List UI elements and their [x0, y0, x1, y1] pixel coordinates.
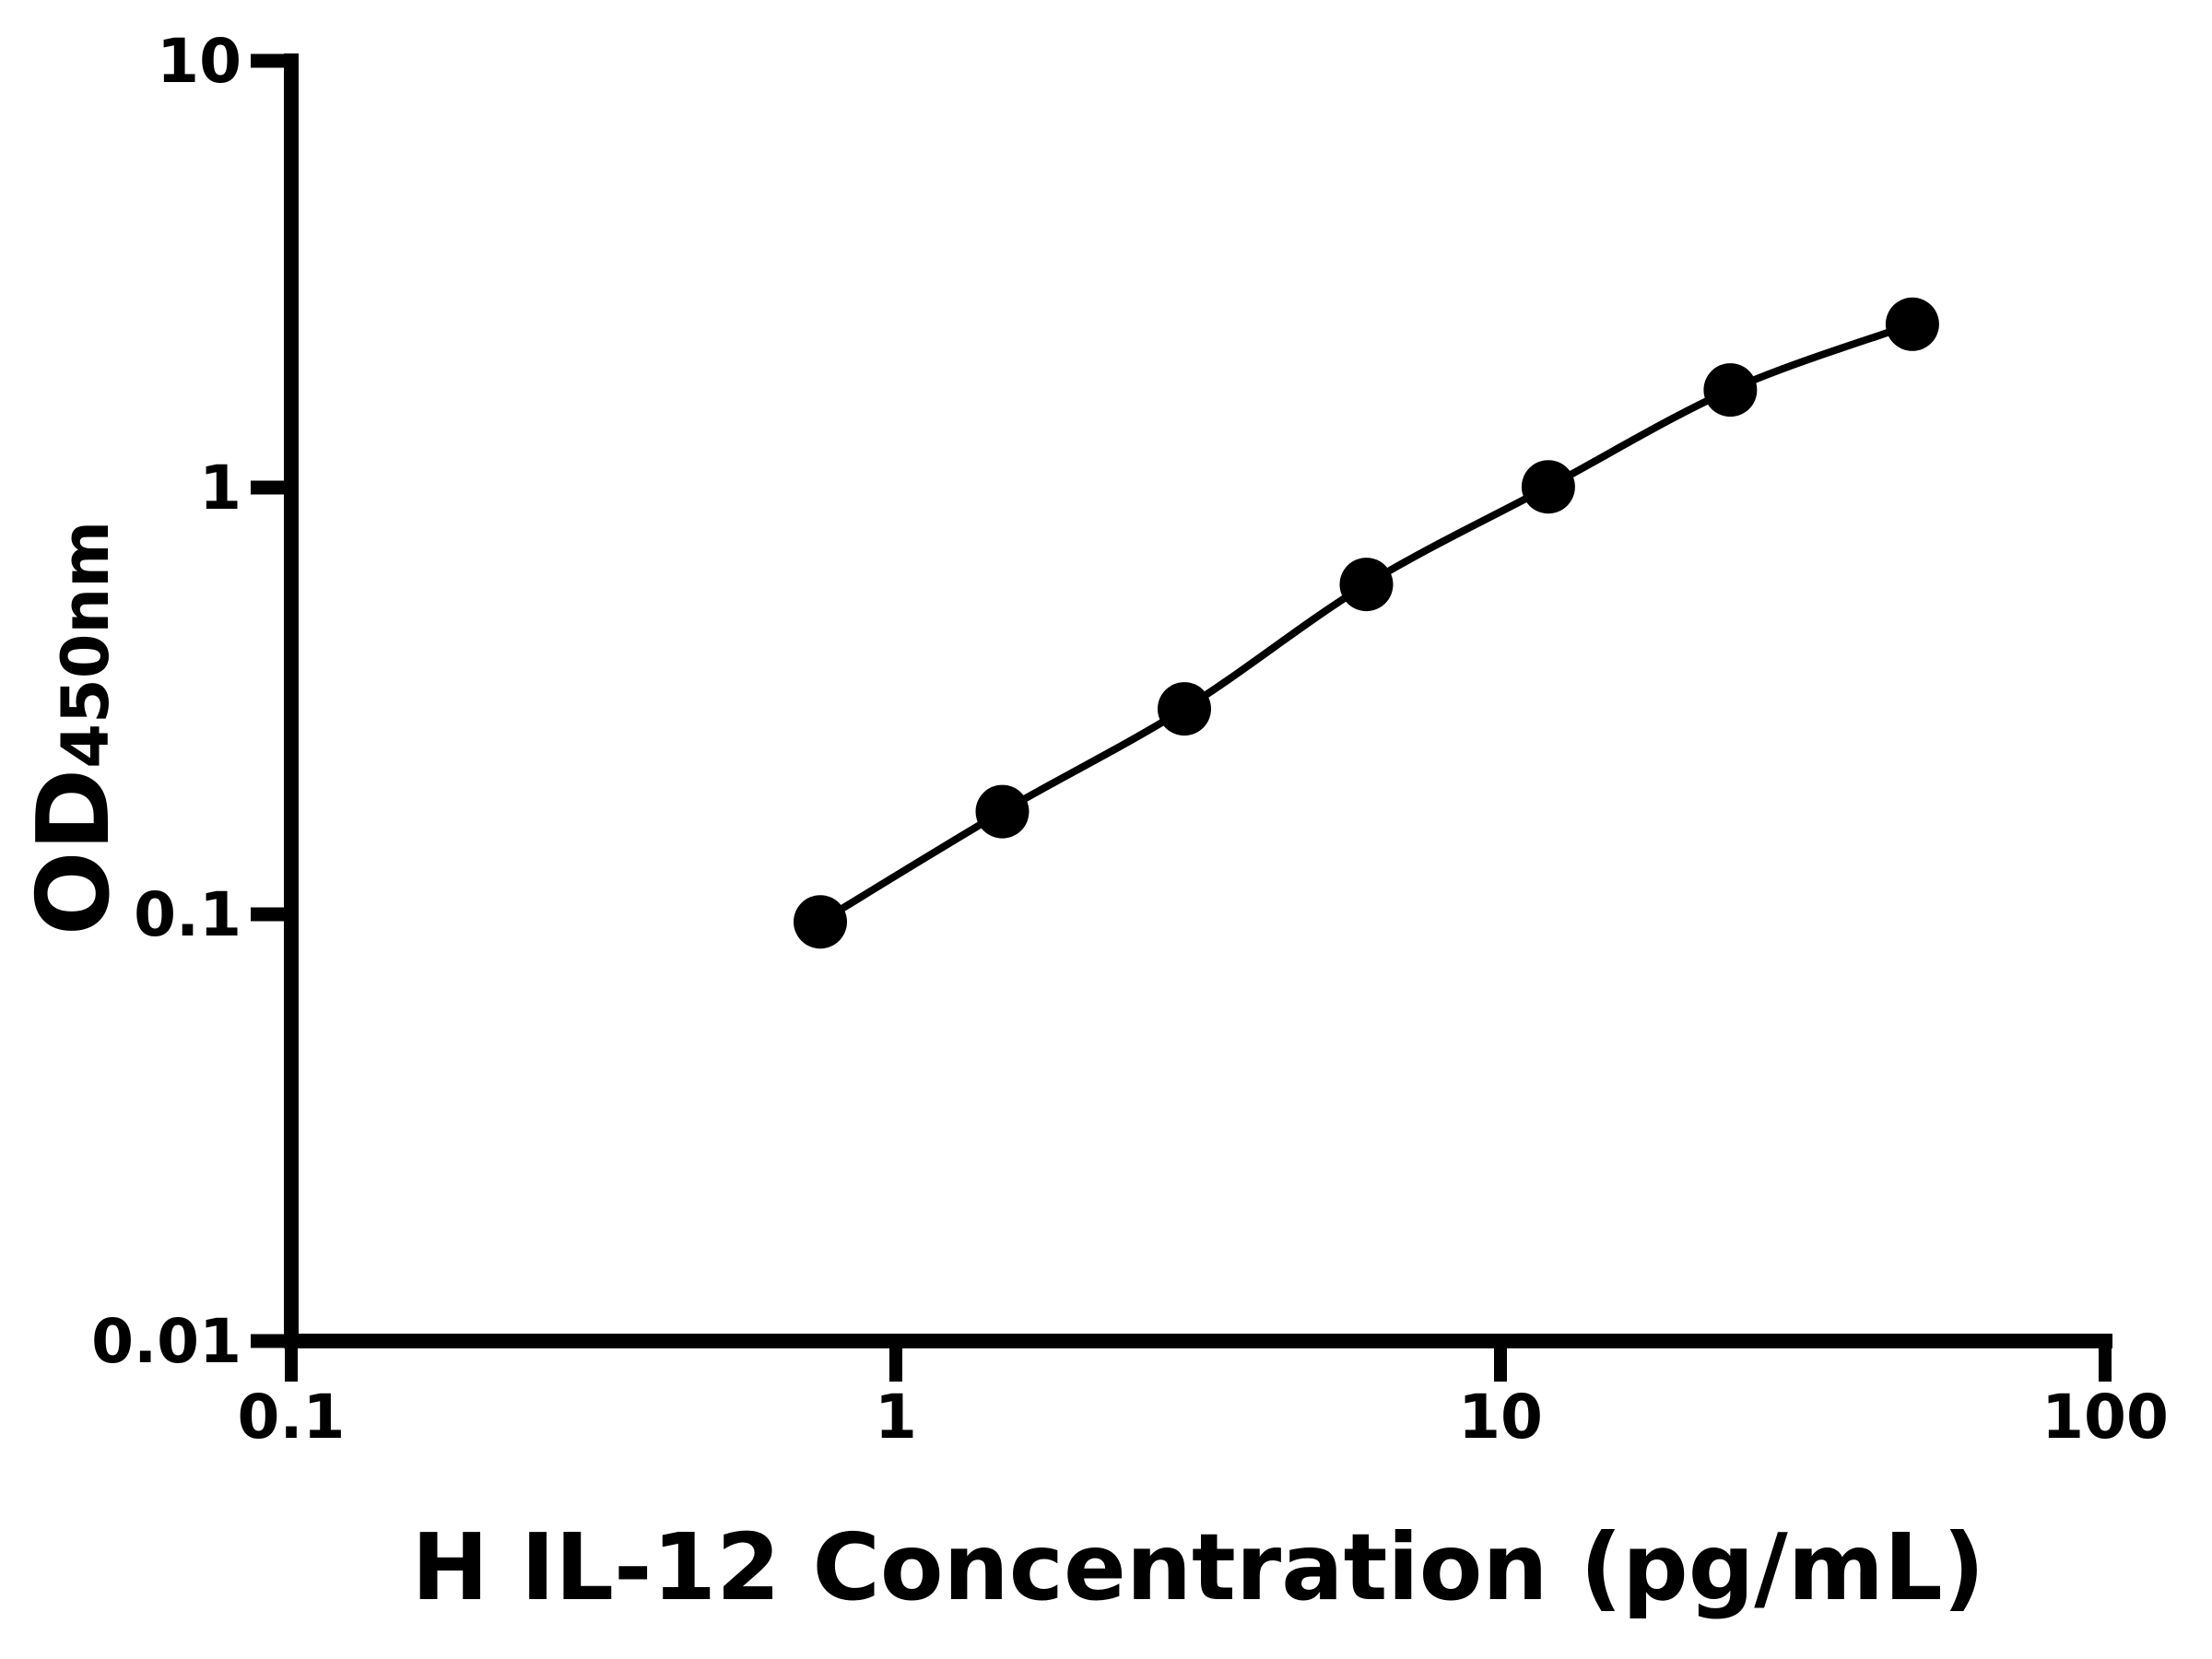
y-tick-label: 1	[199, 453, 241, 524]
data-point-marker	[1703, 363, 1758, 418]
data-points	[794, 297, 1939, 949]
axes	[284, 53, 2112, 1348]
data-point-marker	[1158, 682, 1211, 736]
data-point-marker	[1521, 460, 1575, 514]
y-axis-title-subscript: 450nm	[48, 521, 124, 769]
x-tick-label: 10	[1458, 1382, 1543, 1453]
data-point-marker	[1885, 297, 1939, 351]
y-tick-label: 0.01	[91, 1306, 241, 1377]
y-axis-ticks: 0.01 0.1 1 10	[91, 26, 291, 1377]
x-tick-label: 100	[2041, 1382, 2169, 1453]
y-axis-title-main: OD	[17, 769, 132, 935]
x-axis-title: H IL-12 Concentration (pg/mL)	[412, 1513, 1985, 1621]
data-point-marker	[794, 895, 847, 949]
y-axis-title: OD450nm	[17, 521, 132, 935]
data-point-marker	[975, 784, 1030, 839]
x-tick-label: 0.1	[238, 1382, 346, 1453]
x-tick-label: 1	[875, 1382, 917, 1453]
y-tick-label: 0.1	[134, 879, 241, 950]
data-point-marker	[1339, 558, 1394, 612]
y-tick-label: 10	[157, 26, 241, 97]
